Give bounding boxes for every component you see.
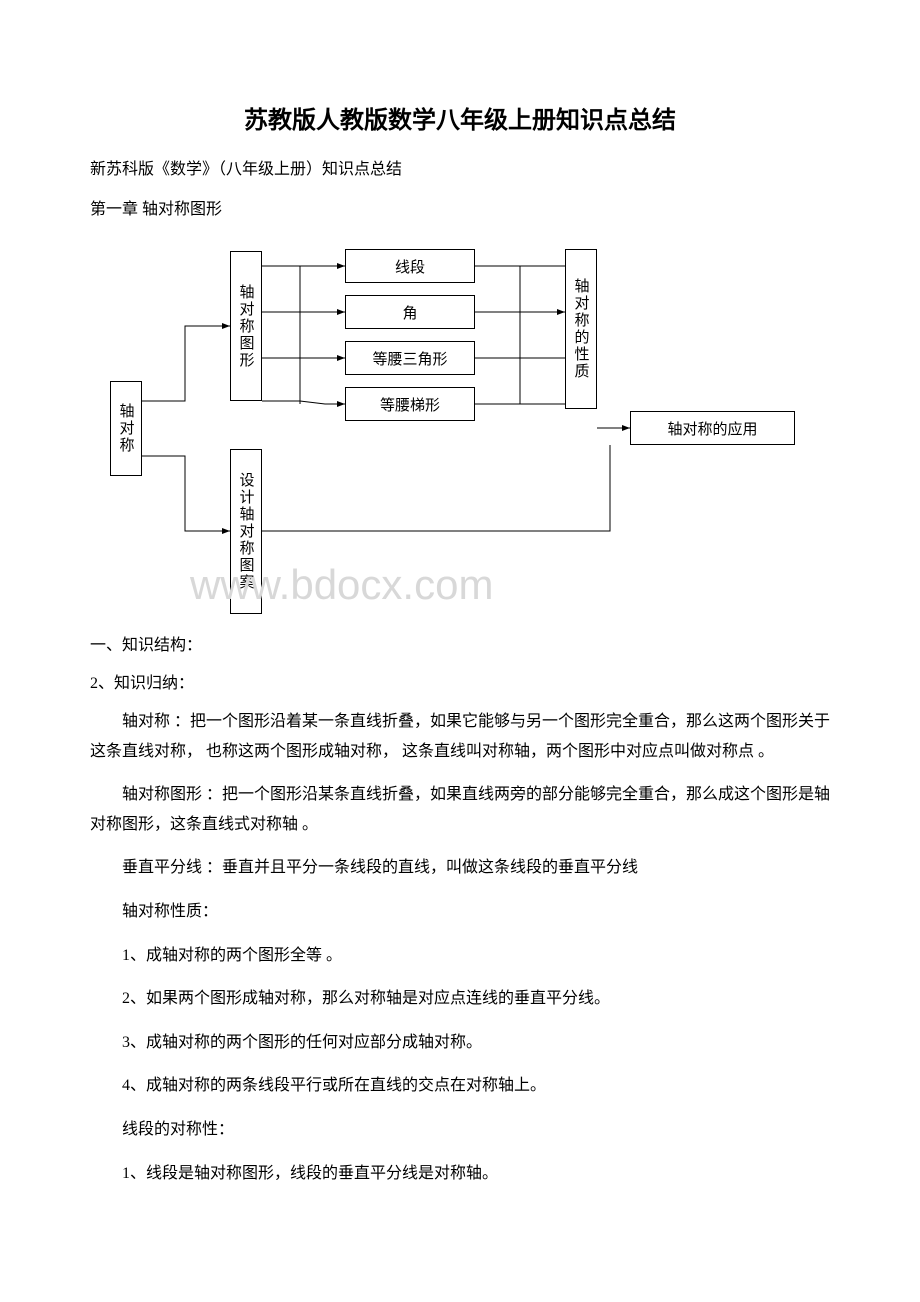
- page-title: 苏教版人教版数学八年级上册知识点总结: [90, 100, 830, 135]
- flowchart-node-n1: 线段: [345, 249, 475, 283]
- paragraph: 轴对称 ：把一个图形沿着某一条直线折叠，如果它能够与另一个图形完全重合，那么这两…: [90, 707, 830, 766]
- paragraph: 轴对称性质：: [90, 897, 830, 927]
- paragraph: 线段的对称性：: [90, 1115, 830, 1145]
- flowchart-node-props: 轴对称的性质: [565, 249, 597, 409]
- flowchart-node-design: 设计轴对称图案: [230, 449, 262, 614]
- paragraph: 轴对称图形 ：把一个图形沿某条直线折叠，如果直线两旁的部分能够完全重合，那么成这…: [90, 780, 830, 839]
- flowchart-diagram: 轴对称轴对称图形线段角等腰三角形等腰梯形轴对称的性质设计轴对称图案轴对称的应用 …: [90, 231, 830, 621]
- subtitle: 新苏科版《数学》（八年级上册）知识点总结: [90, 155, 830, 179]
- list-item: 1、成轴对称的两个图形全等 。: [90, 941, 830, 971]
- chapter-heading: 第一章 轴对称图形: [90, 195, 830, 219]
- flowchart-node-apply: 轴对称的应用: [630, 411, 795, 445]
- list-item: 2、如果两个图形成轴对称，那么对称轴是对应点连线的垂直平分线。: [90, 984, 830, 1014]
- flowchart-node-root: 轴对称: [110, 381, 142, 476]
- flowchart-node-shapes: 轴对称图形: [230, 251, 262, 401]
- paragraph: 垂直平分线 ：垂直并且平分一条线段的直线，叫做这条线段的垂直平分线: [90, 853, 830, 883]
- flowchart-node-n4: 等腰梯形: [345, 387, 475, 421]
- flowchart-node-n2: 角: [345, 295, 475, 329]
- list-item: 3、成轴对称的两个图形的任何对应部分成轴对称。: [90, 1028, 830, 1058]
- list-item: 4、成轴对称的两条线段平行或所在直线的交点在对称轴上。: [90, 1071, 830, 1101]
- list-item: 1、线段是轴对称图形，线段的垂直平分线是对称轴。: [90, 1159, 830, 1189]
- section-2-label: 2、知识归纳：: [90, 669, 830, 693]
- flowchart-node-n3: 等腰三角形: [345, 341, 475, 375]
- section-1-label: 一、知识结构：: [90, 631, 830, 655]
